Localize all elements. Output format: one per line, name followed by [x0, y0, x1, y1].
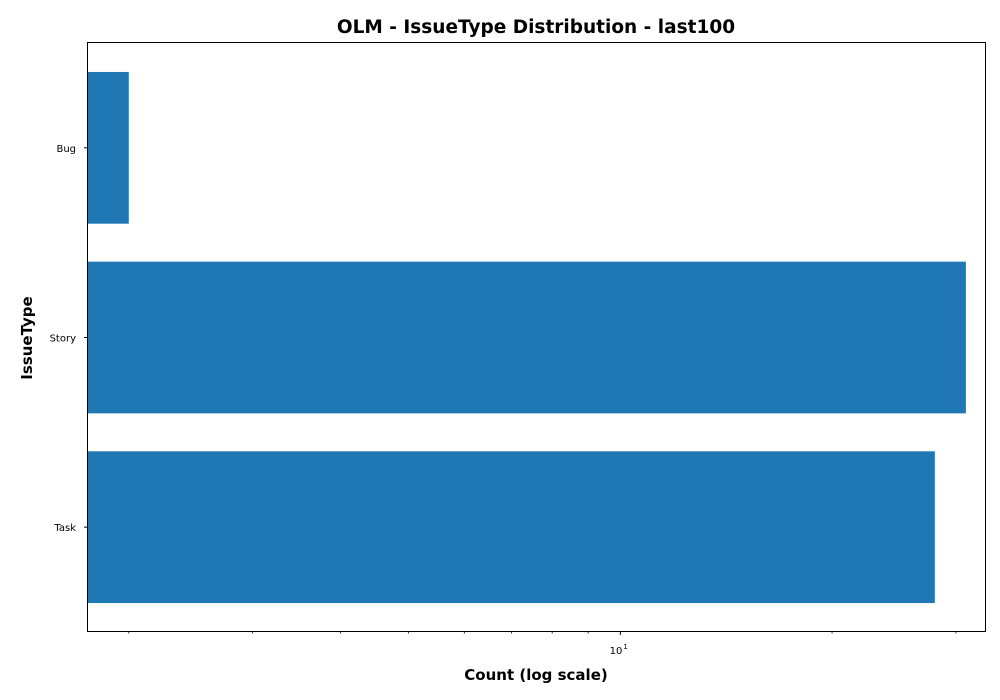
y-axis-label: IssueType — [18, 296, 36, 379]
y-tick-label: Story — [50, 334, 76, 345]
x-axis-label: Count (log scale) — [464, 666, 607, 684]
x-tick-label-exponent: 1 — [623, 643, 627, 651]
y-tick-label: Task — [53, 523, 76, 534]
chart-title: OLM - IssueType Distribution - last100 — [337, 17, 735, 38]
bar-bug — [88, 71, 129, 224]
plot-frame — [87, 42, 986, 632]
x-tick-label: 10 — [610, 646, 623, 657]
ticks-layer: Bug Story Task 10 1 — [50, 144, 957, 657]
y-tick-label: Bug — [56, 144, 76, 155]
bars-layer — [88, 71, 966, 604]
bar-story — [88, 261, 966, 414]
bar-task — [88, 451, 935, 604]
